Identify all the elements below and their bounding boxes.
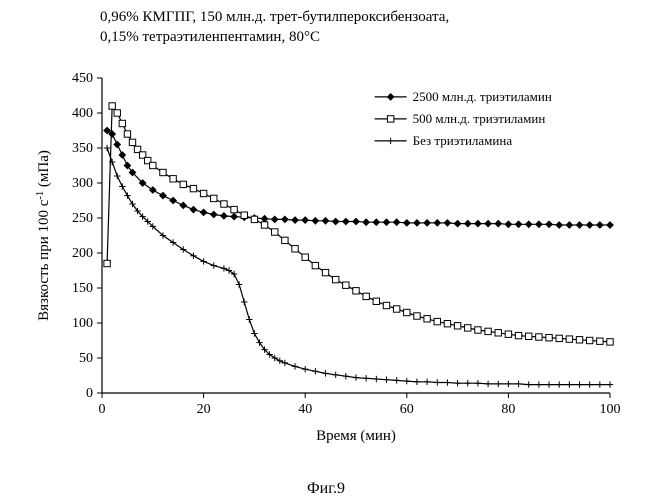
svg-text:400: 400 bbox=[72, 106, 93, 121]
svg-text:Без триэтиламина: Без триэтиламина bbox=[413, 133, 513, 148]
figure-label: Фиг.9 bbox=[0, 480, 652, 498]
page: 0,96% КМГПГ, 150 млн.д. трет-бутилперокс… bbox=[0, 0, 652, 500]
svg-text:40: 40 bbox=[298, 402, 312, 417]
svg-text:300: 300 bbox=[72, 176, 93, 191]
chart-container: 0 50 100 150 200 250 300 350 400 450 0 20 40 60 80 100 В… bbox=[30, 68, 630, 448]
svg-text:80: 80 bbox=[501, 402, 515, 417]
svg-text:50: 50 bbox=[79, 351, 93, 366]
caption-line-1: 0,96% КМГПГ, 150 млн.д. трет-бутилперокс… bbox=[100, 8, 449, 28]
svg-text:20: 20 bbox=[197, 402, 211, 417]
svg-text:150: 150 bbox=[72, 281, 93, 296]
caption-block: 0,96% КМГПГ, 150 млн.д. трет-бутилперокс… bbox=[100, 8, 449, 47]
caption-line-2: 0,15% тетраэтиленпентамин, 80°C bbox=[100, 28, 449, 48]
svg-text:0: 0 bbox=[86, 386, 93, 401]
svg-text:100: 100 bbox=[72, 316, 93, 331]
svg-text:Время (мин): Время (мин) bbox=[316, 428, 396, 444]
svg-text:500 млн.д. триэтиламин: 500 млн.д. триэтиламин bbox=[413, 111, 546, 126]
svg-text:350: 350 bbox=[72, 141, 93, 156]
svg-text:450: 450 bbox=[72, 71, 93, 86]
svg-text:Вязкость при 100 с-1 (мПа): Вязкость при 100 с-1 (мПа) bbox=[35, 150, 53, 321]
chart-svg: 0 50 100 150 200 250 300 350 400 450 0 20 40 60 80 100 В… bbox=[30, 68, 630, 448]
svg-text:60: 60 bbox=[400, 402, 414, 417]
svg-text:100: 100 bbox=[600, 402, 621, 417]
svg-text:0: 0 bbox=[99, 402, 106, 417]
svg-text:250: 250 bbox=[72, 211, 93, 226]
svg-text:2500 млн.д. триэтиламин: 2500 млн.д. триэтиламин bbox=[413, 89, 552, 104]
svg-text:200: 200 bbox=[72, 246, 93, 261]
